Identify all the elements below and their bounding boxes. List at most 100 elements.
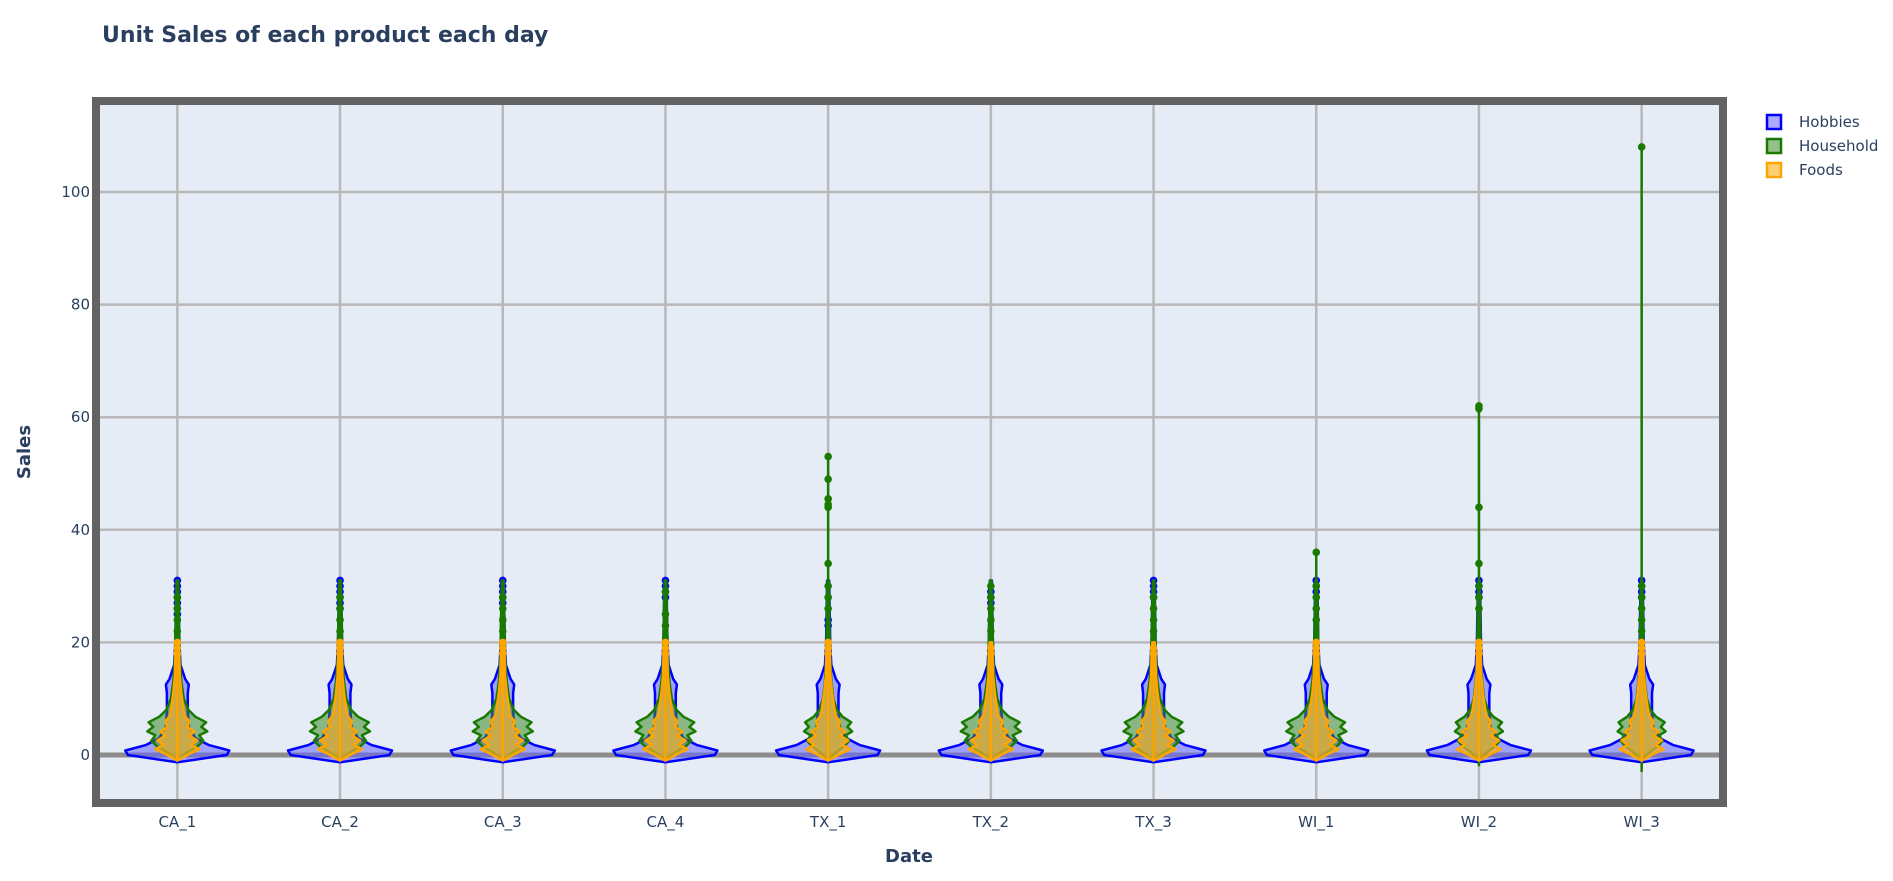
- outlier-point: [498, 604, 507, 613]
- outlier-point: [661, 649, 670, 658]
- outlier-point: [1475, 644, 1483, 652]
- x-axis-title: Date: [885, 846, 933, 867]
- outlier-point: [824, 452, 832, 461]
- outlier-point: [1637, 627, 1646, 635]
- y-tick-label: 80: [71, 296, 90, 314]
- y-tick-label: 20: [71, 633, 90, 651]
- legend: Hobbies Household Foods: [1765, 113, 1878, 179]
- x-tick-label: WI_2: [1461, 813, 1497, 832]
- outlier-point: [1312, 644, 1321, 652]
- outlier-point: [498, 616, 507, 624]
- legend-label: Household: [1799, 137, 1878, 155]
- outlier-point: [824, 649, 832, 658]
- outlier-point: [1637, 649, 1646, 658]
- outlier-point: [1475, 638, 1483, 647]
- legend-item-household[interactable]: Household: [1765, 137, 1878, 155]
- outlier-point: [987, 616, 995, 624]
- x-tick-label: CA_4: [647, 813, 685, 832]
- y-tick-label: 100: [61, 183, 90, 201]
- outlier-point: [824, 604, 832, 613]
- outlier-point: [824, 638, 832, 647]
- outlier-point: [1149, 644, 1158, 652]
- outlier-point: [173, 649, 182, 658]
- outlier-point: [1475, 649, 1483, 658]
- outlier-point: [987, 582, 995, 590]
- outlier-point: [1637, 604, 1646, 613]
- outlier-point: [1637, 616, 1646, 624]
- outlier-point: [1149, 604, 1158, 613]
- outlier-point: [1637, 593, 1646, 602]
- outlier-point: [1312, 638, 1321, 647]
- legend-swatch: [1765, 113, 1783, 131]
- outlier-point: [336, 627, 344, 635]
- outlier-point: [661, 644, 670, 652]
- outlier-point: [824, 582, 832, 590]
- outlier-point: [498, 593, 507, 602]
- outlier-point: [336, 644, 344, 652]
- outlier-point: [1312, 649, 1321, 658]
- outlier-point: [987, 644, 995, 652]
- y-tick-labels: 0 20 40 60 80 100: [61, 183, 90, 764]
- outlier-point: [1475, 503, 1483, 512]
- legend-item-foods[interactable]: Foods: [1765, 161, 1843, 179]
- outlier-point: [824, 559, 832, 568]
- outlier-point: [498, 638, 507, 647]
- outlier-point: [1149, 649, 1158, 658]
- legend-swatch: [1765, 161, 1783, 179]
- x-tick-label: WI_1: [1298, 813, 1334, 832]
- outlier-point: [824, 593, 832, 602]
- outlier-point: [173, 593, 182, 602]
- outlier-point: [661, 610, 670, 619]
- outlier-point: [1475, 593, 1483, 602]
- outlier-point: [1312, 604, 1321, 613]
- outlier-point: [661, 638, 670, 647]
- outlier-point: [1637, 582, 1646, 590]
- outlier-point: [1637, 644, 1646, 652]
- outlier-point: [987, 604, 995, 613]
- x-tick-label: CA_3: [484, 813, 522, 832]
- outlier-point: [987, 593, 995, 602]
- outlier-point: [1475, 559, 1483, 568]
- legend-item-hobbies[interactable]: Hobbies: [1765, 113, 1860, 131]
- outlier-point: [1312, 616, 1321, 624]
- x-tick-label: CA_2: [321, 813, 359, 832]
- outlier-point: [1475, 604, 1483, 613]
- outlier-point: [498, 649, 507, 658]
- outlier-point: [173, 638, 182, 647]
- outlier-point: [336, 649, 344, 658]
- outlier-point: [987, 627, 995, 635]
- outlier-point: [1475, 582, 1483, 590]
- outlier-point: [1312, 582, 1321, 590]
- outlier-point: [1149, 627, 1158, 635]
- y-tick-label: 0: [80, 746, 90, 764]
- outlier-point: [336, 638, 344, 647]
- outlier-point: [1637, 143, 1646, 151]
- outlier-point: [987, 649, 995, 658]
- outlier-point: [336, 593, 344, 602]
- x-tick-label: WI_3: [1623, 813, 1659, 832]
- outlier-point: [824, 503, 832, 512]
- legend-label: Hobbies: [1799, 113, 1860, 131]
- violin-layer: [124, 143, 1695, 772]
- plot-frame: [92, 97, 1727, 807]
- outlier-point: [336, 604, 344, 613]
- x-tick-label: CA_1: [158, 813, 196, 832]
- chart-title: Unit Sales of each product each day: [102, 23, 548, 48]
- outlier-point: [824, 644, 832, 652]
- outlier-point: [173, 644, 182, 652]
- outlier-point: [1149, 616, 1158, 624]
- y-axis-title: Sales: [14, 425, 35, 479]
- x-tick-labels: CA_1 CA_2 CA_3 CA_4 TX_1 TX_2 TX_3 WI_1 WI_2 WI_3: [158, 813, 1659, 832]
- outlier-point: [1312, 548, 1321, 557]
- outlier-point: [661, 621, 670, 630]
- outlier-point: [336, 616, 344, 624]
- x-tick-label: TX_2: [972, 813, 1009, 832]
- outlier-point: [498, 644, 507, 652]
- outlier-point: [1149, 593, 1158, 602]
- outlier-point: [661, 587, 670, 596]
- outlier-point: [824, 495, 832, 503]
- legend-swatch: [1765, 137, 1783, 155]
- outlier-point: [173, 627, 182, 635]
- outlier-point: [1637, 638, 1646, 647]
